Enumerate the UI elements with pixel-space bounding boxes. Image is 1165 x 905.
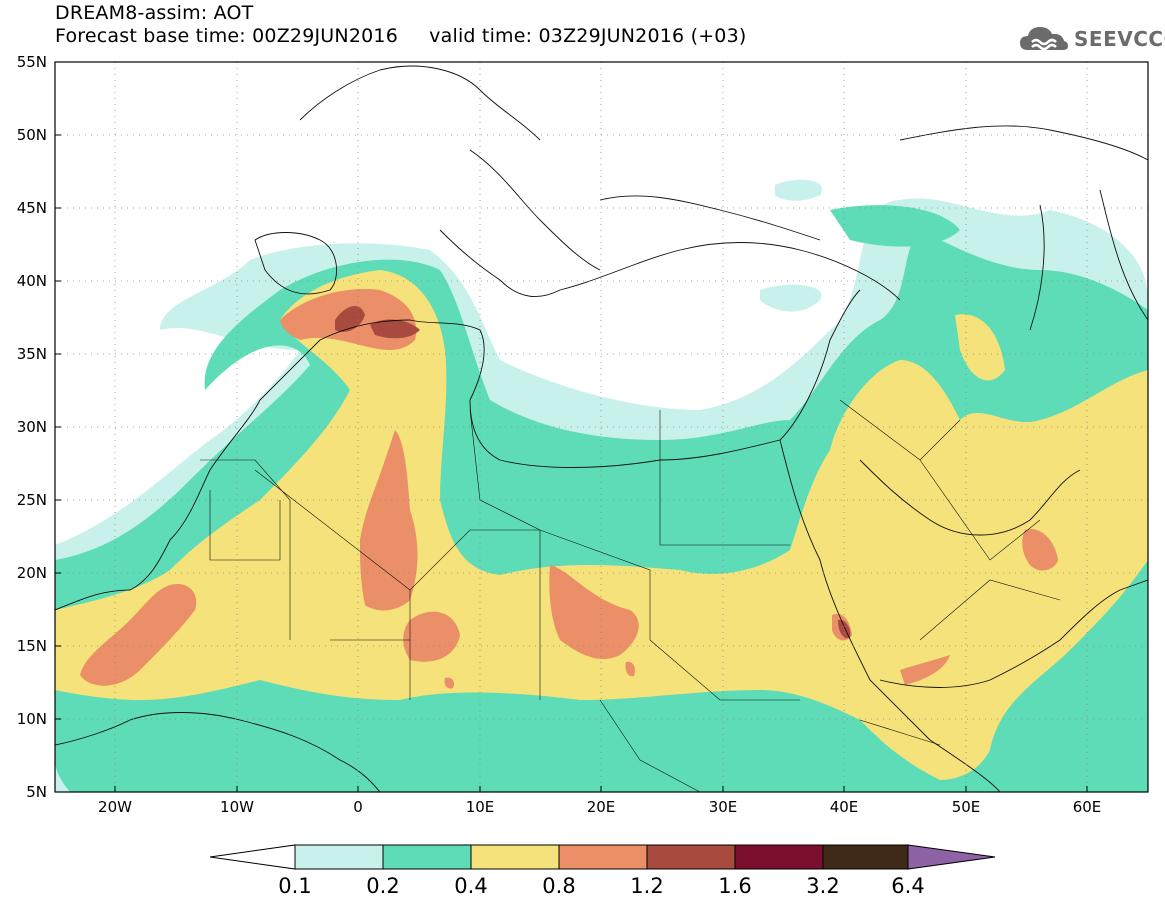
lon-tick-label: 60E — [1073, 798, 1102, 816]
colorbar-segment — [646, 844, 736, 870]
aot-contour-0.4 — [55, 270, 1148, 780]
lat-tick-label: 10N — [17, 710, 47, 728]
colorbar — [209, 844, 996, 870]
colorbar-segment — [734, 844, 824, 870]
colorbar-label: 0.4 — [454, 874, 487, 898]
lat-tick-label: 15N — [17, 637, 47, 655]
lon-tick-label: 50E — [952, 798, 981, 816]
forecast-time-line: Forecast base time: 00Z29JUN2016 valid t… — [55, 25, 747, 47]
colorbar-label: 1.6 — [718, 874, 751, 898]
colorbar-label: 0.8 — [542, 874, 575, 898]
colorbar-segment — [294, 844, 384, 870]
map-title: DREAM8-assim: AOT — [55, 2, 254, 24]
lat-tick-label: 45N — [17, 199, 47, 217]
lat-tick-label: 35N — [17, 345, 47, 363]
colorbar-segment — [470, 844, 560, 870]
logo-text: SEEVCCC — [1074, 27, 1165, 51]
lat-tick-label: 55N — [17, 53, 47, 71]
colorbar-label: 1.2 — [630, 874, 663, 898]
lon-tick-label: 10W — [220, 798, 254, 816]
colorbar-segment — [382, 844, 472, 870]
colorbar-label: 6.4 — [891, 874, 924, 898]
lon-tick-label: 10E — [466, 798, 495, 816]
lon-tick-label: 40E — [830, 798, 859, 816]
aot-field — [55, 62, 1148, 792]
lon-tick-label: 20W — [98, 798, 132, 816]
colorbar-label: 0.1 — [278, 874, 311, 898]
colorbar-segment — [822, 844, 909, 870]
lat-tick-label: 40N — [17, 272, 47, 290]
lon-tick-label: 0 — [353, 798, 363, 816]
colorbar-over-arrow — [907, 844, 996, 870]
coastlines — [55, 65, 1148, 792]
lat-tick-label: 5N — [26, 783, 47, 801]
lat-tick-label: 50N — [17, 126, 47, 144]
colorbar-label: 0.2 — [366, 874, 399, 898]
colorbar-under-arrow — [209, 844, 296, 870]
colorbar-labels: 0.1 0.2 0.4 0.8 1.2 1.6 3.2 6.4 — [278, 874, 924, 898]
lon-tick-label: 20E — [587, 798, 616, 816]
axis-ticks — [55, 61, 1088, 793]
lat-tick-label: 30N — [17, 418, 47, 436]
lon-tick-label: 30E — [709, 798, 738, 816]
seevccc-logo: SEEVCCC — [1018, 22, 1165, 56]
colorbar-label: 3.2 — [806, 874, 839, 898]
gridlines — [55, 62, 1148, 792]
lon-labels: 20W 10W 0 10E 20E 30E 40E 50E 60E — [98, 798, 1101, 816]
colorbar-segment — [558, 844, 648, 870]
aot-contour-0.8 — [80, 289, 1058, 689]
lat-labels: 55N 50N 45N 40N 35N 30N 25N 20N 15N 10N … — [17, 53, 47, 801]
lat-tick-label: 25N — [17, 491, 47, 509]
cloud-icon — [1020, 27, 1068, 51]
lat-tick-label: 20N — [17, 564, 47, 582]
